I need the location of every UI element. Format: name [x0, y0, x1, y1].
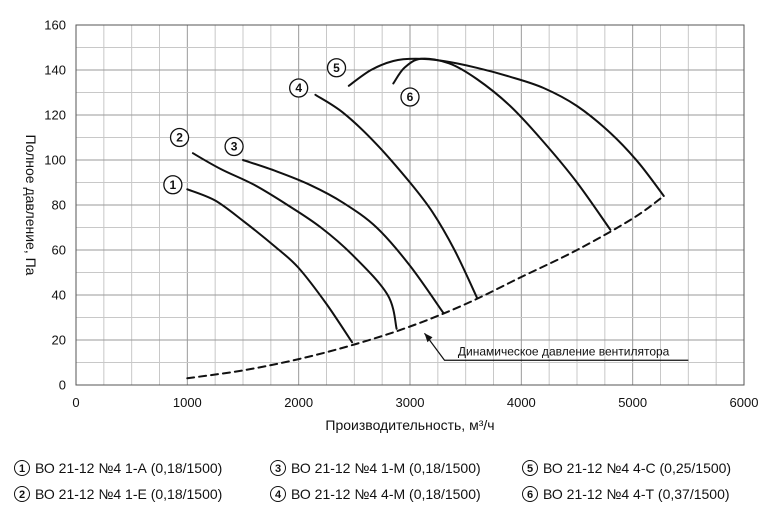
legend-label-4: ВО 21-12 №4 4-М (0,18/1500): [291, 486, 481, 502]
legend-marker-1: 1: [14, 460, 30, 476]
y-tick-label: 80: [52, 198, 66, 213]
x-tick-label: 2000: [284, 395, 313, 410]
chart: 0 1000 2000 3000 4000 5000 6000 0 20 40 60 80 100 120…: [23, 18, 758, 434]
legend-label-6: ВО 21-12 №4 4-Т (0,37/1500): [543, 486, 730, 502]
plot-frame: [75, 24, 745, 386]
y-tick-label: 60: [52, 243, 66, 258]
y-axis-label: Полное давление, Па: [23, 135, 39, 276]
legend-item-2: 2 ВО 21-12 №4 1-Е (0,18/1500): [14, 484, 222, 504]
series-line-4: [314, 93, 478, 299]
curve-marker-circle-4: [289, 78, 309, 98]
curve-marker-circle-3: [224, 136, 244, 157]
legend-marker-3: 3: [270, 460, 286, 476]
series-line-3: [242, 159, 445, 314]
y-tick-label: 100: [44, 153, 66, 168]
legend-marker-2: 2: [14, 486, 30, 502]
y-tick-label: 0: [59, 378, 66, 393]
series-line-1: [186, 188, 354, 344]
y-tick-label: 160: [44, 18, 66, 33]
annotation-leader: [423, 332, 689, 361]
x-tick-label: 0: [72, 395, 79, 410]
x-tick-label: 1000: [173, 395, 202, 410]
curve-marker-label-5: 5: [333, 61, 340, 75]
legend-label-5: ВО 21-12 №4 4-С (0,25/1500): [543, 460, 732, 476]
curve-marker-circle-1: [163, 175, 183, 195]
curve-marker-circle-2: [169, 127, 190, 148]
series-lines: [186, 57, 665, 380]
curve-marker-label-4: 4: [295, 81, 302, 95]
legend-item-3: 3 ВО 21-12 №4 1-М (0,18/1500): [270, 458, 481, 478]
legend-item-1: 1 ВО 21-12 №4 1-А (0,18/1500): [14, 458, 222, 478]
annotation-label: Динамическое давление вентилятора: [458, 344, 670, 358]
y-tick-label: 120: [44, 108, 66, 123]
tick-labels: 0 1000 2000 3000 4000 5000 6000 0 20 40 60 80 100 120…: [44, 18, 758, 411]
series-line-2: [191, 152, 398, 330]
series-line-6: [392, 57, 612, 231]
grid: [75, 24, 745, 386]
legend: 1 ВО 21-12 №4 1-А (0,18/1500) 3 ВО 21-12…: [0, 455, 775, 515]
curve-marker-label-1: 1: [170, 178, 177, 192]
curve-marker-circle-6: [400, 87, 420, 107]
legend-item-5: 5 ВО 21-12 №4 4-С (0,25/1500): [522, 458, 731, 478]
annotations: Динамическое давление вентилятора: [423, 332, 689, 361]
series-line-dynamic-pressure: [186, 195, 665, 380]
x-tick-label: 6000: [730, 395, 759, 410]
legend-item-6: 6 ВО 21-12 №4 4-Т (0,37/1500): [522, 484, 730, 504]
curve-markers: 1 2 3 4 5 6: [163, 58, 420, 195]
x-tick-label: 4000: [507, 395, 536, 410]
x-tick-label: 3000: [396, 395, 425, 410]
y-tick-label: 140: [44, 63, 66, 78]
legend-marker-4: 4: [270, 486, 286, 502]
annotation-arrowhead: [424, 333, 433, 343]
legend-marker-5: 5: [522, 460, 538, 476]
x-tick-label: 5000: [618, 395, 647, 410]
curve-marker-circle-5: [326, 58, 347, 78]
legend-label-1: ВО 21-12 №4 1-А (0,18/1500): [35, 460, 223, 476]
curve-marker-label-2: 2: [176, 131, 183, 145]
legend-label-3: ВО 21-12 №4 1-М (0,18/1500): [291, 460, 481, 476]
y-tick-label: 20: [52, 333, 66, 348]
legend-item-4: 4 ВО 21-12 №4 4-М (0,18/1500): [270, 484, 481, 504]
x-axis-label: Производительность, м³/ч: [325, 417, 494, 433]
series-line-5: [347, 57, 665, 197]
curve-marker-label-6: 6: [407, 90, 414, 104]
y-tick-label: 40: [52, 288, 66, 303]
legend-label-2: ВО 21-12 №4 1-Е (0,18/1500): [35, 486, 223, 502]
curve-marker-label-3: 3: [231, 140, 238, 154]
plot-border: [75, 24, 745, 386]
legend-marker-6: 6: [522, 486, 538, 502]
